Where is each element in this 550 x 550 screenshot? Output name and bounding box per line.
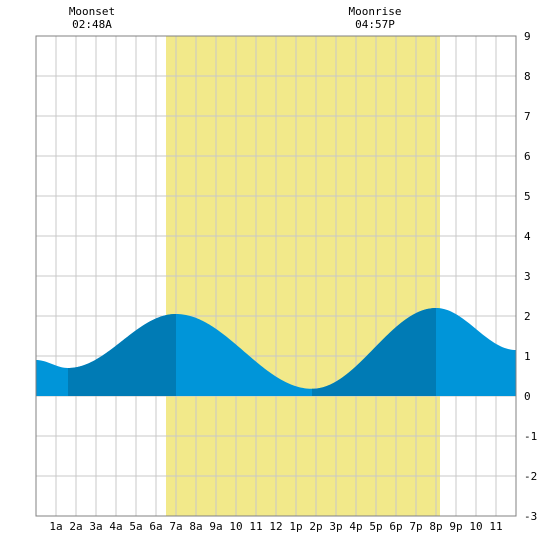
y-tick-label: 9 (524, 30, 531, 43)
x-tick-label: 5p (369, 520, 382, 533)
x-tick-label: 2p (309, 520, 322, 533)
x-tick-label: 6p (389, 520, 402, 533)
x-tick-label: 12 (269, 520, 282, 533)
y-tick-label: 2 (524, 310, 531, 323)
x-tick-label: 7a (169, 520, 182, 533)
annotation-time: 02:48A (72, 18, 112, 31)
x-tick-label: 9a (209, 520, 222, 533)
y-tick-label: 6 (524, 150, 531, 163)
y-tick-label: -2 (524, 470, 537, 483)
x-tick-label: 11 (249, 520, 262, 533)
annotation-title: Moonrise (349, 5, 402, 18)
x-tick-label: 3p (329, 520, 342, 533)
tide-area-dark (312, 308, 436, 396)
x-tick-label: 9p (449, 520, 462, 533)
x-tick-label: 5a (129, 520, 142, 533)
x-tick-label: 10 (469, 520, 482, 533)
x-tick-label: 6a (149, 520, 162, 533)
annotation-time: 04:57P (355, 18, 395, 31)
y-tick-label: 0 (524, 390, 531, 403)
x-tick-label: 10 (229, 520, 242, 533)
y-tick-label: 3 (524, 270, 531, 283)
y-tick-label: 4 (524, 230, 531, 243)
x-tick-label: 1p (289, 520, 302, 533)
y-tick-label: 1 (524, 350, 531, 363)
x-tick-label: 8a (189, 520, 202, 533)
x-axis-labels: 1a 2a 3a 4a 5a 6a 7a 8a 9a 10 11 12 1p 2p 3p 4p 5p 6p 7p 8p… (49, 520, 502, 533)
y-tick-label: 5 (524, 190, 531, 203)
annotation-title: Moonset (69, 5, 115, 18)
y-tick-label: 7 (524, 110, 531, 123)
x-tick-label: 4p (349, 520, 362, 533)
y-tick-label: -1 (524, 430, 537, 443)
y-tick-label: 8 (524, 70, 531, 83)
x-tick-label: 3a (89, 520, 102, 533)
tide-area (36, 308, 516, 396)
x-tick-label: 11 (489, 520, 502, 533)
y-tick-label: -3 (524, 510, 537, 523)
y-axis-labels: 9 8 7 6 5 4 3 2 1 0 -1 -2 -3 (524, 30, 537, 523)
x-tick-label: 1a (49, 520, 62, 533)
x-tick-label: 8p (429, 520, 442, 533)
plot-frame (35, 35, 517, 517)
x-tick-label: 7p (409, 520, 422, 533)
x-tick-label: 4a (109, 520, 122, 533)
tide-area-dark (68, 314, 176, 396)
x-tick-label: 2a (69, 520, 82, 533)
